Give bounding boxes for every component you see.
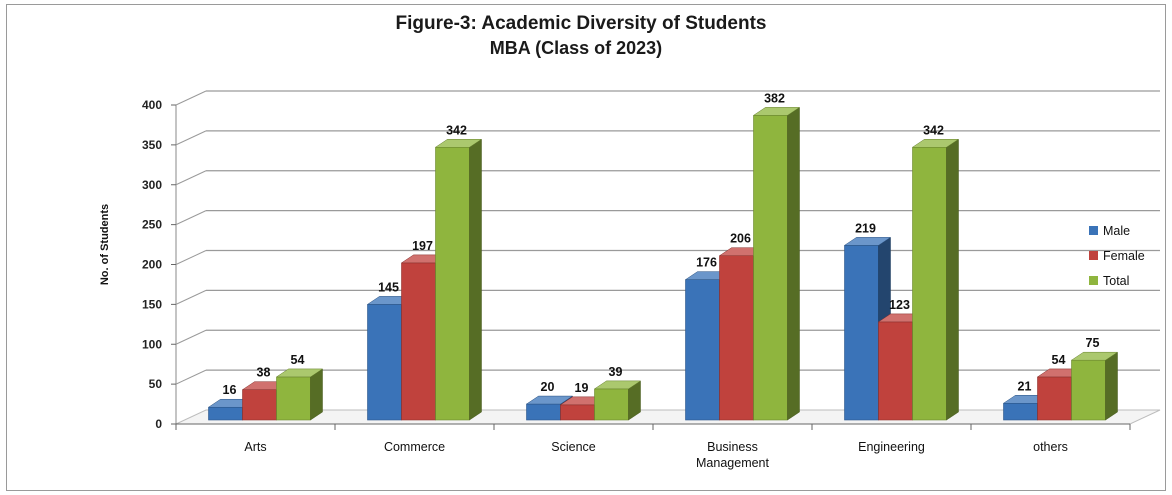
- data-label: 54: [291, 353, 305, 367]
- chart-title-block: Figure-3: Academic Diversity of Students…: [0, 12, 1172, 60]
- data-label: 342: [446, 123, 467, 137]
- x-category-label: Science: [551, 440, 596, 454]
- bar-female-front: [401, 262, 436, 421]
- bar-male-top: [525, 395, 574, 405]
- bar-total-side: [310, 368, 323, 421]
- gridline-side: [175, 90, 207, 106]
- legend-swatch-total: [1089, 276, 1098, 285]
- gridline-side: [175, 250, 207, 265]
- data-label: 54: [1052, 353, 1066, 367]
- legend-swatch-male: [1089, 226, 1098, 235]
- data-label: 219: [855, 221, 876, 235]
- x-category-label: Engineering: [858, 440, 925, 454]
- legend-label-female: Female: [1103, 249, 1145, 263]
- bar-female-front: [560, 404, 595, 421]
- y-tick-label: 150: [142, 297, 162, 311]
- x-category-label: Arts: [244, 440, 266, 454]
- y-tick-label: 0: [155, 417, 162, 431]
- y-tick-label: 50: [149, 377, 163, 391]
- gridline-side: [175, 210, 207, 226]
- y-tick-label: 350: [142, 138, 162, 152]
- data-label: 206: [730, 232, 751, 246]
- bar-total-front: [912, 146, 947, 421]
- chart-border: [6, 4, 1166, 491]
- bar-male-top: [843, 237, 892, 246]
- legend-label-male: Male: [1103, 224, 1130, 238]
- chart-subtitle: MBA (Class of 2023): [489, 38, 663, 58]
- gridline-side: [175, 130, 207, 146]
- data-label: 75: [1086, 336, 1100, 350]
- y-tick-label: 300: [142, 178, 162, 192]
- bar-total-front: [1071, 359, 1106, 421]
- data-label: 38: [257, 366, 271, 380]
- bar-total-side: [787, 106, 800, 421]
- bar-total-top: [593, 380, 642, 390]
- bar-total-side: [1105, 351, 1118, 421]
- x-category-label: Commerce: [384, 440, 445, 454]
- data-label: 176: [696, 256, 717, 270]
- bar-total-front: [753, 115, 788, 421]
- x-category-label: Business Management: [696, 440, 769, 470]
- y-tick-label: 400: [142, 98, 162, 112]
- data-label: 20: [541, 380, 555, 394]
- bar-total-top: [752, 107, 801, 116]
- bar-female-front: [1037, 376, 1072, 421]
- bar-total-side: [946, 138, 959, 421]
- bar-female-front: [242, 389, 277, 421]
- legend-label-total: Total: [1103, 274, 1129, 288]
- data-label: 342: [923, 123, 944, 137]
- bar-male-front: [685, 279, 720, 421]
- bar-male-front: [526, 403, 561, 421]
- x-category-label: others: [1033, 440, 1068, 454]
- bar-female-front: [878, 321, 913, 421]
- bar-total-front: [276, 376, 311, 421]
- data-label: 123: [889, 298, 910, 312]
- bar-male-front: [208, 406, 243, 421]
- gridline-side: [175, 329, 207, 345]
- data-label: 197: [412, 239, 433, 253]
- bar-total-top: [1070, 351, 1119, 361]
- bar-male-front: [1003, 402, 1038, 421]
- data-label: 145: [378, 280, 399, 294]
- bar-male-front: [367, 304, 402, 421]
- data-label: 382: [764, 91, 785, 105]
- data-label: 39: [609, 365, 623, 379]
- y-tick-label: 200: [142, 258, 162, 272]
- y-tick-label: 250: [142, 218, 162, 232]
- bar-total-front: [435, 146, 470, 421]
- data-label: 19: [575, 381, 589, 395]
- gridline-side: [175, 170, 207, 186]
- y-axis-label: No. of Students: [99, 204, 111, 285]
- bar-total-top: [434, 139, 483, 148]
- bar-male-front: [844, 245, 879, 421]
- bar-total-top: [275, 368, 324, 378]
- data-label: 16: [223, 383, 237, 397]
- legend-swatch-female: [1089, 251, 1098, 260]
- bar-total-front: [594, 388, 629, 421]
- data-label: 21: [1018, 379, 1032, 393]
- bar-total-top: [911, 139, 960, 148]
- bar-female-front: [719, 255, 754, 421]
- chart-title: Figure-3: Academic Diversity of Students: [395, 13, 767, 34]
- gridline-side: [175, 369, 207, 385]
- bar-total-side: [469, 138, 482, 421]
- gridline-side: [175, 289, 207, 305]
- y-tick-label: 100: [142, 337, 162, 351]
